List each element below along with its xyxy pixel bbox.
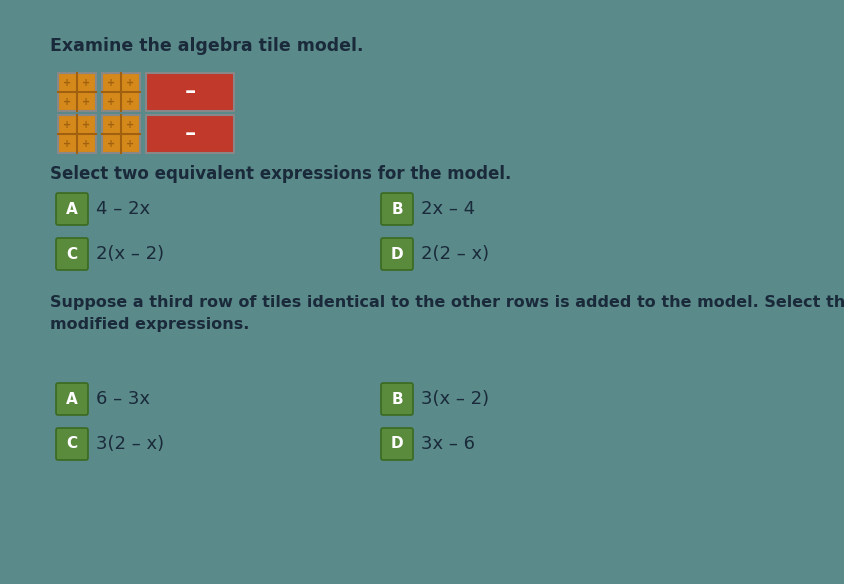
Text: B: B — [391, 201, 403, 217]
Text: +: + — [63, 96, 72, 106]
Text: 3(2 – x): 3(2 – x) — [96, 435, 164, 453]
Text: Examine the algebra tile model.: Examine the algebra tile model. — [50, 37, 363, 55]
Text: B: B — [391, 391, 403, 406]
Bar — [58, 115, 96, 153]
Text: A: A — [66, 391, 78, 406]
Text: D: D — [390, 246, 403, 262]
Text: 6 – 3x: 6 – 3x — [96, 390, 150, 408]
Bar — [58, 73, 96, 111]
Text: +: + — [107, 138, 116, 148]
Text: –: – — [184, 82, 196, 102]
Text: +: + — [63, 120, 72, 130]
Text: +: + — [83, 78, 90, 88]
Text: 4 – 2x: 4 – 2x — [96, 200, 150, 218]
Text: C: C — [67, 436, 78, 451]
Text: A: A — [66, 201, 78, 217]
Text: +: + — [83, 120, 90, 130]
FancyBboxPatch shape — [56, 428, 88, 460]
Text: 2(2 – x): 2(2 – x) — [420, 245, 489, 263]
Bar — [146, 73, 234, 111]
Text: +: + — [127, 138, 134, 148]
Text: 2x – 4: 2x – 4 — [420, 200, 474, 218]
Bar — [102, 115, 140, 153]
FancyBboxPatch shape — [381, 193, 413, 225]
Text: +: + — [127, 120, 134, 130]
Text: 3(x – 2): 3(x – 2) — [420, 390, 489, 408]
Text: –: – — [184, 124, 196, 144]
Text: D: D — [390, 436, 403, 451]
Text: +: + — [83, 96, 90, 106]
Text: +: + — [127, 96, 134, 106]
Text: C: C — [67, 246, 78, 262]
Text: 3x – 6: 3x – 6 — [420, 435, 474, 453]
Text: +: + — [83, 138, 90, 148]
FancyBboxPatch shape — [56, 238, 88, 270]
FancyBboxPatch shape — [381, 428, 413, 460]
Bar — [102, 73, 140, 111]
Text: +: + — [127, 78, 134, 88]
FancyBboxPatch shape — [381, 238, 413, 270]
Text: 2(x – 2): 2(x – 2) — [96, 245, 164, 263]
Text: +: + — [107, 96, 116, 106]
FancyBboxPatch shape — [56, 383, 88, 415]
FancyBboxPatch shape — [56, 193, 88, 225]
Text: Select two equivalent expressions for the model.: Select two equivalent expressions for th… — [50, 165, 511, 183]
Text: +: + — [107, 78, 116, 88]
Text: Suppose a third row of tiles identical to the other rows is added to the model. : Suppose a third row of tiles identical t… — [50, 295, 844, 332]
Text: +: + — [107, 120, 116, 130]
Bar — [146, 115, 234, 153]
FancyBboxPatch shape — [381, 383, 413, 415]
Text: +: + — [63, 78, 72, 88]
Text: +: + — [63, 138, 72, 148]
